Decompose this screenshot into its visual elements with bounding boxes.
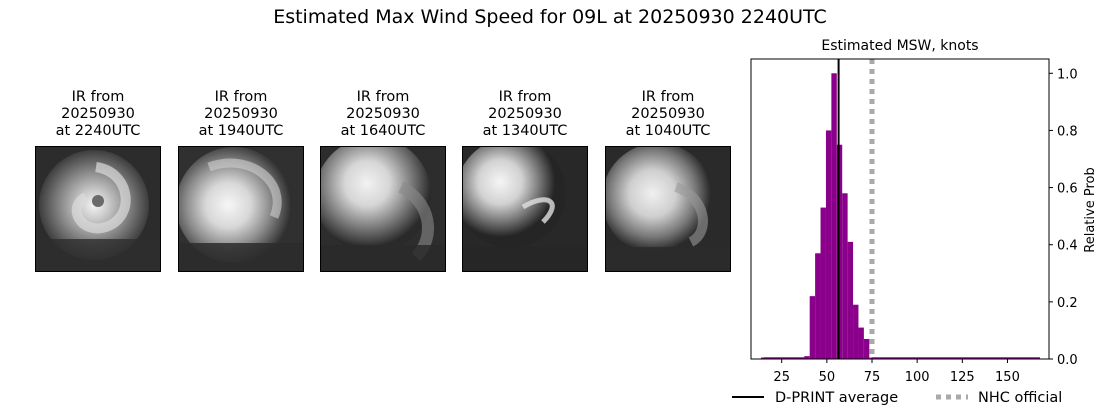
ir-panel-2: IR from 20250930 at 1940UTC (178, 89, 304, 272)
y-tick-label: 0.4 (1057, 239, 1078, 254)
plot-frame (750, 58, 1050, 360)
ir-panel-title: IR from 20250930 at 1940UTC (178, 89, 304, 140)
histogram-bar (858, 327, 864, 359)
ir-panel-label: IR from (214, 89, 268, 105)
ir-panel-title: IR from 20250930 at 1640UTC (320, 89, 446, 140)
histogram-bar (842, 193, 848, 359)
histogram-bar (847, 241, 854, 359)
ir-panel-title: IR from 20250930 at 2240UTC (35, 89, 161, 140)
y-tick-label: 0.0 (1057, 353, 1078, 368)
ir-panel-date: 20250930 (204, 106, 278, 122)
ir-panel-4: IR from 20250930 at 1340UTC (462, 89, 588, 272)
x-tick-label: 25 (773, 370, 790, 385)
histogram-bar (809, 296, 816, 359)
ir-satellite-image (605, 146, 731, 272)
x-tick-label: 50 (819, 370, 836, 385)
ir-panel-time: at 2240UTC (55, 123, 141, 139)
histogram-bar (815, 253, 821, 359)
histogram-bar (831, 73, 837, 360)
ir-panel-date: 20250930 (346, 106, 420, 122)
x-tick-label: 75 (864, 370, 881, 385)
y-tick-label: 0.2 (1057, 296, 1078, 311)
ir-panel-time: at 1340UTC (482, 123, 568, 139)
ir-panel-label: IR from (356, 89, 410, 105)
ir-panel-label: IR from (498, 89, 552, 105)
ir-panel-date: 20250930 (488, 106, 562, 122)
histogram-bar (853, 304, 859, 359)
x-tick-label: 150 (995, 370, 1020, 385)
y-axis-ticks: 0.0 0.2 0.4 0.6 0.8 1.0 (1049, 67, 1078, 368)
x-axis-ticks: 25 50 75 100 125 150 (773, 359, 1020, 385)
histogram-bar (820, 207, 826, 359)
ir-panel-5: IR from 20250930 at 1040UTC (605, 89, 731, 272)
legend-label-nhc: NHC official (978, 390, 1062, 406)
ir-panel-title: IR from 20250930 at 1340UTC (462, 89, 588, 140)
ir-satellite-image (178, 146, 304, 272)
ir-panel-3: IR from 20250930 at 1640UTC (320, 89, 446, 272)
ir-panel-date: 20250930 (631, 106, 705, 122)
ir-panel-time: at 1040UTC (625, 123, 711, 139)
ir-panel-title: IR from 20250930 at 1040UTC (605, 89, 731, 140)
histogram-bar (825, 130, 832, 359)
ir-satellite-image (462, 146, 588, 272)
y-tick-label: 1.0 (1057, 67, 1078, 82)
legend-label-dprint: D-PRINT average (775, 390, 898, 406)
ir-panel-1: IR from 20250930 at 2240UTC (35, 89, 161, 272)
y-axis-label: Relative Prob (1083, 167, 1098, 252)
x-tick-label: 100 (905, 370, 930, 385)
ir-satellite-image (320, 146, 446, 272)
y-tick-label: 0.8 (1057, 124, 1078, 139)
chart-title: Estimated MSW, knots (821, 38, 978, 54)
chart-legend: D-PRINT average NHC official (732, 390, 1062, 406)
y-tick-label: 0.6 (1057, 182, 1078, 197)
histogram-bars (760, 73, 1040, 360)
ir-panel-time: at 1940UTC (198, 123, 284, 139)
ir-panel-time: at 1640UTC (340, 123, 426, 139)
ir-panel-label: IR from (71, 89, 125, 105)
x-tick-label: 125 (950, 370, 975, 385)
histogram-bar (863, 339, 870, 359)
ir-satellite-image (35, 146, 161, 272)
ir-panel-label: IR from (641, 89, 695, 105)
figure-title: Estimated Max Wind Speed for 09L at 2025… (273, 6, 827, 28)
ir-panel-date: 20250930 (61, 106, 135, 122)
